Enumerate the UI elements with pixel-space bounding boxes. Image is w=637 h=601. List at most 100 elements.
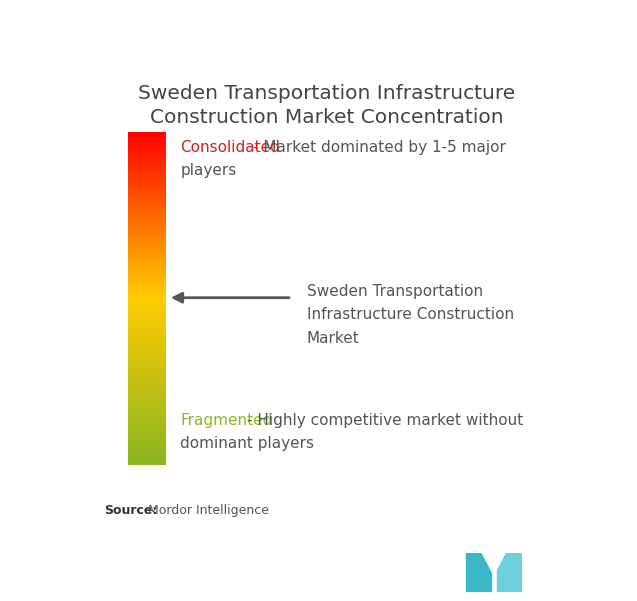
Bar xyxy=(127,332,166,333)
Bar xyxy=(127,304,166,305)
Bar xyxy=(127,464,166,465)
Bar xyxy=(127,267,166,269)
Bar xyxy=(127,182,166,183)
Bar xyxy=(127,244,166,245)
Bar xyxy=(127,444,166,445)
Bar xyxy=(127,340,166,341)
Bar xyxy=(127,352,166,353)
Bar xyxy=(127,197,166,198)
Bar xyxy=(127,210,166,211)
Bar xyxy=(127,234,166,236)
Bar xyxy=(127,206,166,207)
Bar xyxy=(127,365,166,366)
Bar xyxy=(127,285,166,286)
Bar xyxy=(127,314,166,315)
Bar xyxy=(127,457,166,458)
Bar xyxy=(127,223,166,224)
Bar xyxy=(127,367,166,368)
Bar xyxy=(127,133,166,135)
Bar xyxy=(127,157,166,159)
Bar xyxy=(127,143,166,144)
Bar xyxy=(127,279,166,281)
Bar xyxy=(127,260,166,261)
Bar xyxy=(127,215,166,216)
Bar xyxy=(127,283,166,284)
Bar xyxy=(127,278,166,279)
Bar xyxy=(127,437,166,438)
Bar xyxy=(127,441,166,442)
Text: Sweden Transportation
Infrastructure Construction
Market: Sweden Transportation Infrastructure Con… xyxy=(307,284,514,346)
Bar xyxy=(127,387,166,388)
Bar xyxy=(127,151,166,152)
Bar xyxy=(127,325,166,326)
Bar xyxy=(127,183,166,185)
Polygon shape xyxy=(497,553,521,592)
Bar xyxy=(127,357,166,358)
Bar xyxy=(127,456,166,457)
Bar xyxy=(127,374,166,375)
Bar xyxy=(127,458,166,459)
Bar xyxy=(127,171,166,172)
Bar xyxy=(127,375,166,376)
Bar xyxy=(127,153,166,154)
Bar xyxy=(127,401,166,403)
Bar xyxy=(127,439,166,441)
Bar xyxy=(127,426,166,427)
Bar xyxy=(127,272,166,273)
Bar xyxy=(127,281,166,282)
Bar xyxy=(127,310,166,311)
Bar xyxy=(127,276,166,278)
Bar xyxy=(127,405,166,406)
Bar xyxy=(127,203,166,204)
Bar xyxy=(127,270,166,271)
Bar xyxy=(127,189,166,190)
Polygon shape xyxy=(466,553,490,592)
Bar xyxy=(127,313,166,314)
Bar xyxy=(127,305,166,307)
Bar xyxy=(127,311,166,312)
Bar xyxy=(127,377,166,379)
Bar xyxy=(127,315,166,316)
Bar xyxy=(127,408,166,409)
Bar xyxy=(127,174,166,175)
Bar xyxy=(127,331,166,332)
Bar xyxy=(127,295,166,296)
Bar xyxy=(127,160,166,161)
Text: Consolidated: Consolidated xyxy=(180,140,280,155)
Bar xyxy=(127,195,166,197)
Bar xyxy=(127,398,166,400)
Bar xyxy=(127,239,166,240)
Bar xyxy=(127,263,166,264)
Bar xyxy=(127,231,166,232)
Bar xyxy=(127,284,166,285)
Bar xyxy=(127,232,166,233)
Bar xyxy=(127,175,166,177)
Bar xyxy=(127,451,166,453)
Bar xyxy=(127,395,166,396)
Bar xyxy=(127,329,166,331)
Bar xyxy=(127,324,166,325)
Bar xyxy=(127,447,166,448)
Bar xyxy=(127,261,166,262)
Bar xyxy=(127,204,166,206)
Bar xyxy=(127,303,166,304)
Bar xyxy=(127,154,166,156)
Bar xyxy=(127,248,166,249)
Bar xyxy=(127,338,166,340)
Bar xyxy=(127,246,166,248)
Bar xyxy=(127,292,166,293)
Bar xyxy=(127,287,166,288)
Bar xyxy=(127,349,166,350)
Bar xyxy=(127,427,166,429)
Bar xyxy=(127,397,166,398)
Bar xyxy=(127,233,166,234)
Bar xyxy=(127,423,166,424)
Bar xyxy=(127,404,166,405)
Bar xyxy=(127,262,166,263)
Bar xyxy=(127,141,166,142)
Bar xyxy=(127,412,166,413)
Bar xyxy=(127,386,166,387)
Bar xyxy=(127,353,166,354)
Bar xyxy=(127,409,166,410)
Bar xyxy=(127,274,166,275)
